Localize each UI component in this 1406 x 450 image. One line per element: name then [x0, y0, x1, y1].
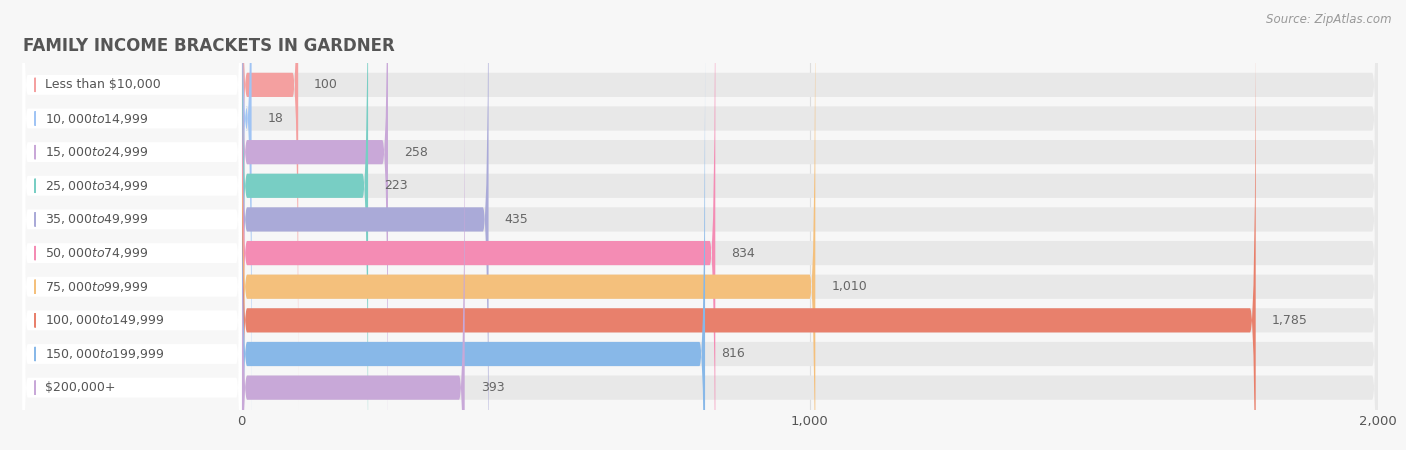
FancyBboxPatch shape: [242, 0, 1378, 450]
Text: $10,000 to $14,999: $10,000 to $14,999: [45, 112, 149, 126]
Text: $50,000 to $74,999: $50,000 to $74,999: [45, 246, 149, 260]
FancyBboxPatch shape: [22, 0, 242, 450]
FancyBboxPatch shape: [22, 0, 242, 411]
Text: 100: 100: [314, 78, 337, 91]
Text: Source: ZipAtlas.com: Source: ZipAtlas.com: [1267, 14, 1392, 27]
Text: $150,000 to $199,999: $150,000 to $199,999: [45, 347, 165, 361]
FancyBboxPatch shape: [242, 0, 716, 450]
Text: $75,000 to $99,999: $75,000 to $99,999: [45, 280, 149, 294]
FancyBboxPatch shape: [242, 30, 704, 450]
FancyBboxPatch shape: [242, 63, 465, 450]
Text: 393: 393: [481, 381, 505, 394]
FancyBboxPatch shape: [22, 27, 242, 450]
Text: $25,000 to $34,999: $25,000 to $34,999: [45, 179, 149, 193]
FancyBboxPatch shape: [242, 0, 1378, 409]
FancyBboxPatch shape: [242, 0, 252, 443]
Text: 816: 816: [721, 347, 745, 360]
FancyBboxPatch shape: [242, 0, 388, 450]
FancyBboxPatch shape: [22, 0, 242, 450]
Text: 1,785: 1,785: [1271, 314, 1308, 327]
FancyBboxPatch shape: [22, 0, 242, 378]
FancyBboxPatch shape: [242, 0, 1378, 450]
FancyBboxPatch shape: [242, 0, 1378, 450]
FancyBboxPatch shape: [242, 0, 1256, 450]
Text: 435: 435: [505, 213, 529, 226]
Text: FAMILY INCOME BRACKETS IN GARDNER: FAMILY INCOME BRACKETS IN GARDNER: [22, 36, 394, 54]
FancyBboxPatch shape: [242, 0, 1378, 450]
FancyBboxPatch shape: [22, 0, 242, 450]
Text: 1,010: 1,010: [831, 280, 868, 293]
FancyBboxPatch shape: [22, 0, 242, 450]
FancyBboxPatch shape: [242, 63, 1378, 450]
Text: Less than $10,000: Less than $10,000: [45, 78, 162, 91]
FancyBboxPatch shape: [242, 0, 1378, 443]
FancyBboxPatch shape: [22, 0, 242, 445]
FancyBboxPatch shape: [242, 0, 1378, 450]
Text: $35,000 to $49,999: $35,000 to $49,999: [45, 212, 149, 226]
FancyBboxPatch shape: [22, 61, 242, 450]
Text: 223: 223: [384, 179, 408, 192]
FancyBboxPatch shape: [242, 0, 815, 450]
Text: 18: 18: [267, 112, 284, 125]
FancyBboxPatch shape: [242, 0, 1378, 450]
FancyBboxPatch shape: [242, 0, 298, 409]
FancyBboxPatch shape: [242, 0, 488, 450]
Text: 258: 258: [404, 146, 427, 159]
Text: $100,000 to $149,999: $100,000 to $149,999: [45, 313, 165, 327]
FancyBboxPatch shape: [242, 0, 368, 450]
FancyBboxPatch shape: [22, 95, 242, 450]
Text: $15,000 to $24,999: $15,000 to $24,999: [45, 145, 149, 159]
Text: $200,000+: $200,000+: [45, 381, 115, 394]
FancyBboxPatch shape: [242, 30, 1378, 450]
Text: 834: 834: [731, 247, 755, 260]
